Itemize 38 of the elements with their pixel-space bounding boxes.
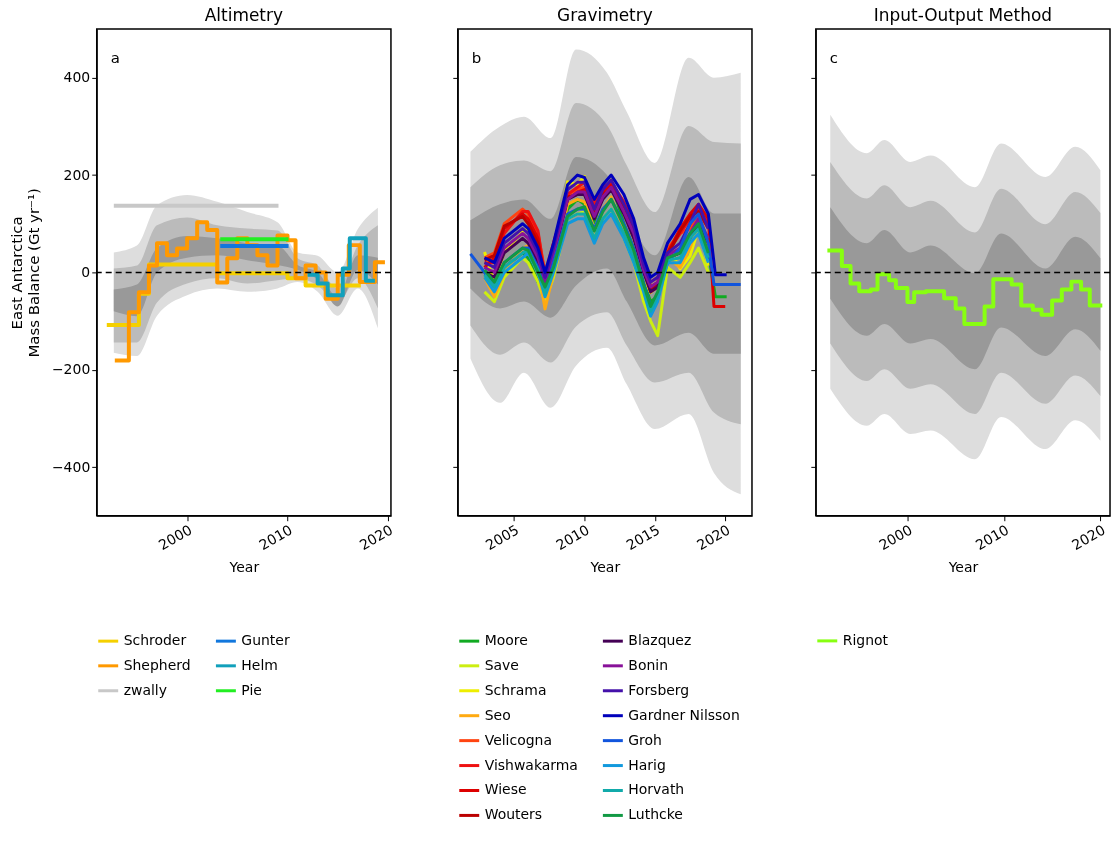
legend-label: Luthcke <box>628 806 683 823</box>
legend-label: Pie <box>241 681 262 698</box>
legend-label: Rignot <box>842 631 889 648</box>
legend-label: Wouters <box>484 806 543 823</box>
x-axis-title: Year <box>228 559 260 576</box>
legend-label: Horvath <box>628 781 685 798</box>
y-axis-title: East Antarctica Mass Balance (Gt yr⁻¹) <box>7 188 43 358</box>
y-tick-label: 0 <box>81 263 91 280</box>
x-axis-title: Year <box>947 559 979 576</box>
legend-label: Seo <box>484 706 511 723</box>
y-tick-label: −400 <box>51 458 91 475</box>
chart-title: Gravimetry <box>557 5 653 26</box>
annotation: c <box>829 48 838 67</box>
annotation: a <box>110 48 120 67</box>
legend-label: Velicogna <box>484 731 552 748</box>
legend-label: Gardner Nilsson <box>628 706 740 723</box>
legend-label: Moore <box>484 632 528 649</box>
legend-label: zwally <box>123 681 167 698</box>
legend-label: Bonin <box>628 656 668 673</box>
legend-label: Shepherd <box>123 656 191 673</box>
legend-label: Forsberg <box>628 681 690 698</box>
x-axis-title: Year <box>589 559 621 576</box>
legend-label: Groh <box>628 731 662 748</box>
y-tick-label: 400 <box>63 69 91 86</box>
legend-label: Blazquez <box>628 632 692 649</box>
chart-title: Altimetry <box>204 5 283 26</box>
y-tick-label: −200 <box>51 361 91 378</box>
legend-label: Harig <box>628 756 666 773</box>
legend-label: Save <box>484 656 519 673</box>
y-tick-label: 200 <box>63 166 91 183</box>
legend-label: Wiese <box>484 781 527 798</box>
legend-label: Gunter <box>241 632 290 649</box>
annotation: b <box>471 48 482 67</box>
legend-label: Vishwakarma <box>484 756 578 773</box>
legend-label: Schrama <box>484 681 547 698</box>
chart-title: Input-Output Method <box>873 5 1053 26</box>
legend-label: Helm <box>241 656 278 673</box>
legend-label: Schroder <box>123 632 187 649</box>
